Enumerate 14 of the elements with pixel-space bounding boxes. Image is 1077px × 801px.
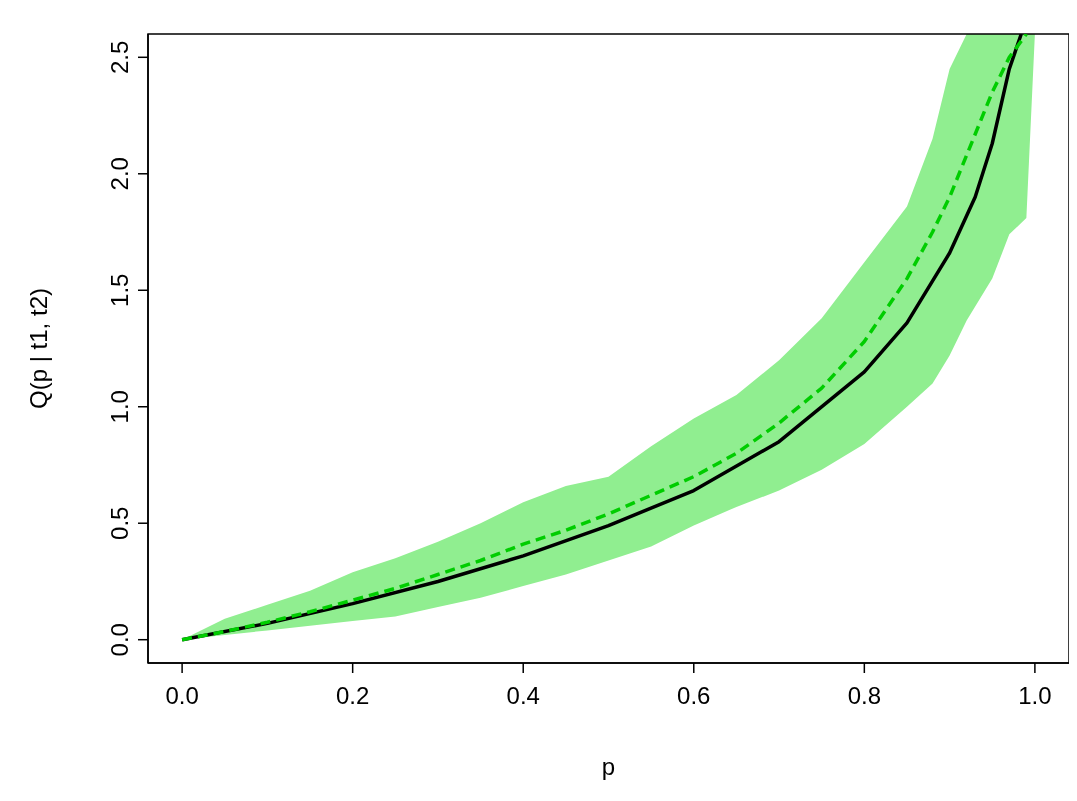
x-tick-label: 0.6 xyxy=(677,682,711,710)
y-tick-label: 1.5 xyxy=(106,273,133,307)
x-tick-label: 0.0 xyxy=(165,682,199,710)
y-tick-label: 0.5 xyxy=(106,506,133,540)
y-tick-label: 2.5 xyxy=(106,40,133,74)
y-tick-label: 0.0 xyxy=(106,623,133,657)
y-axis-title: Q(p | t1, t2) xyxy=(24,288,52,409)
x-tick-label: 0.2 xyxy=(335,682,370,710)
y-tick-label: 1.0 xyxy=(106,390,133,424)
y-tick-label: 2.0 xyxy=(106,157,133,191)
x-tick-label: 1.0 xyxy=(1018,682,1052,710)
x-axis-title: p xyxy=(601,753,616,780)
x-tick-label: 0.8 xyxy=(847,682,882,710)
x-tick-label: 0.4 xyxy=(506,682,540,710)
